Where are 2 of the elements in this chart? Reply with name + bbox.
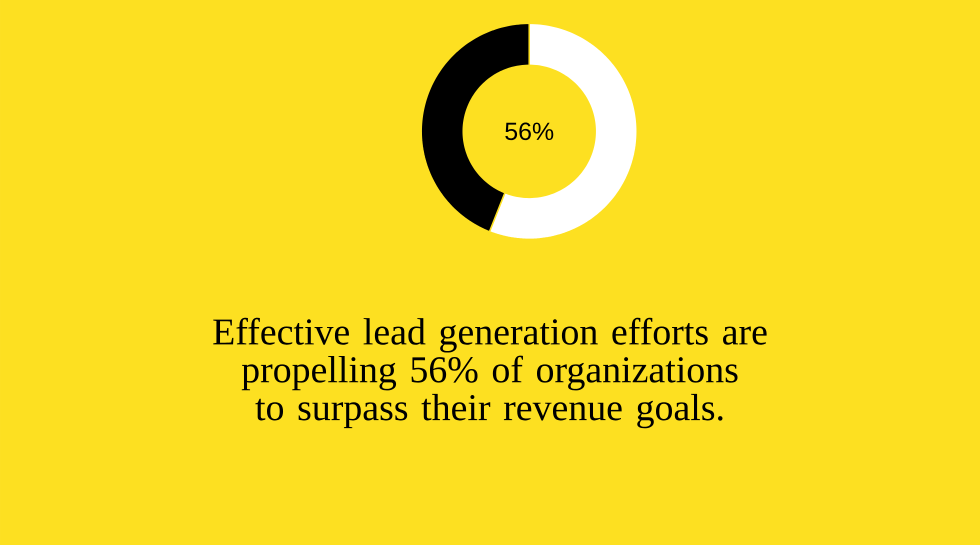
data-label: 56% — [505, 122, 554, 140]
text: Effective lead generation efforts are propelling 56% of organizations to surpass their revenue goals. — [213, 318, 767, 428]
